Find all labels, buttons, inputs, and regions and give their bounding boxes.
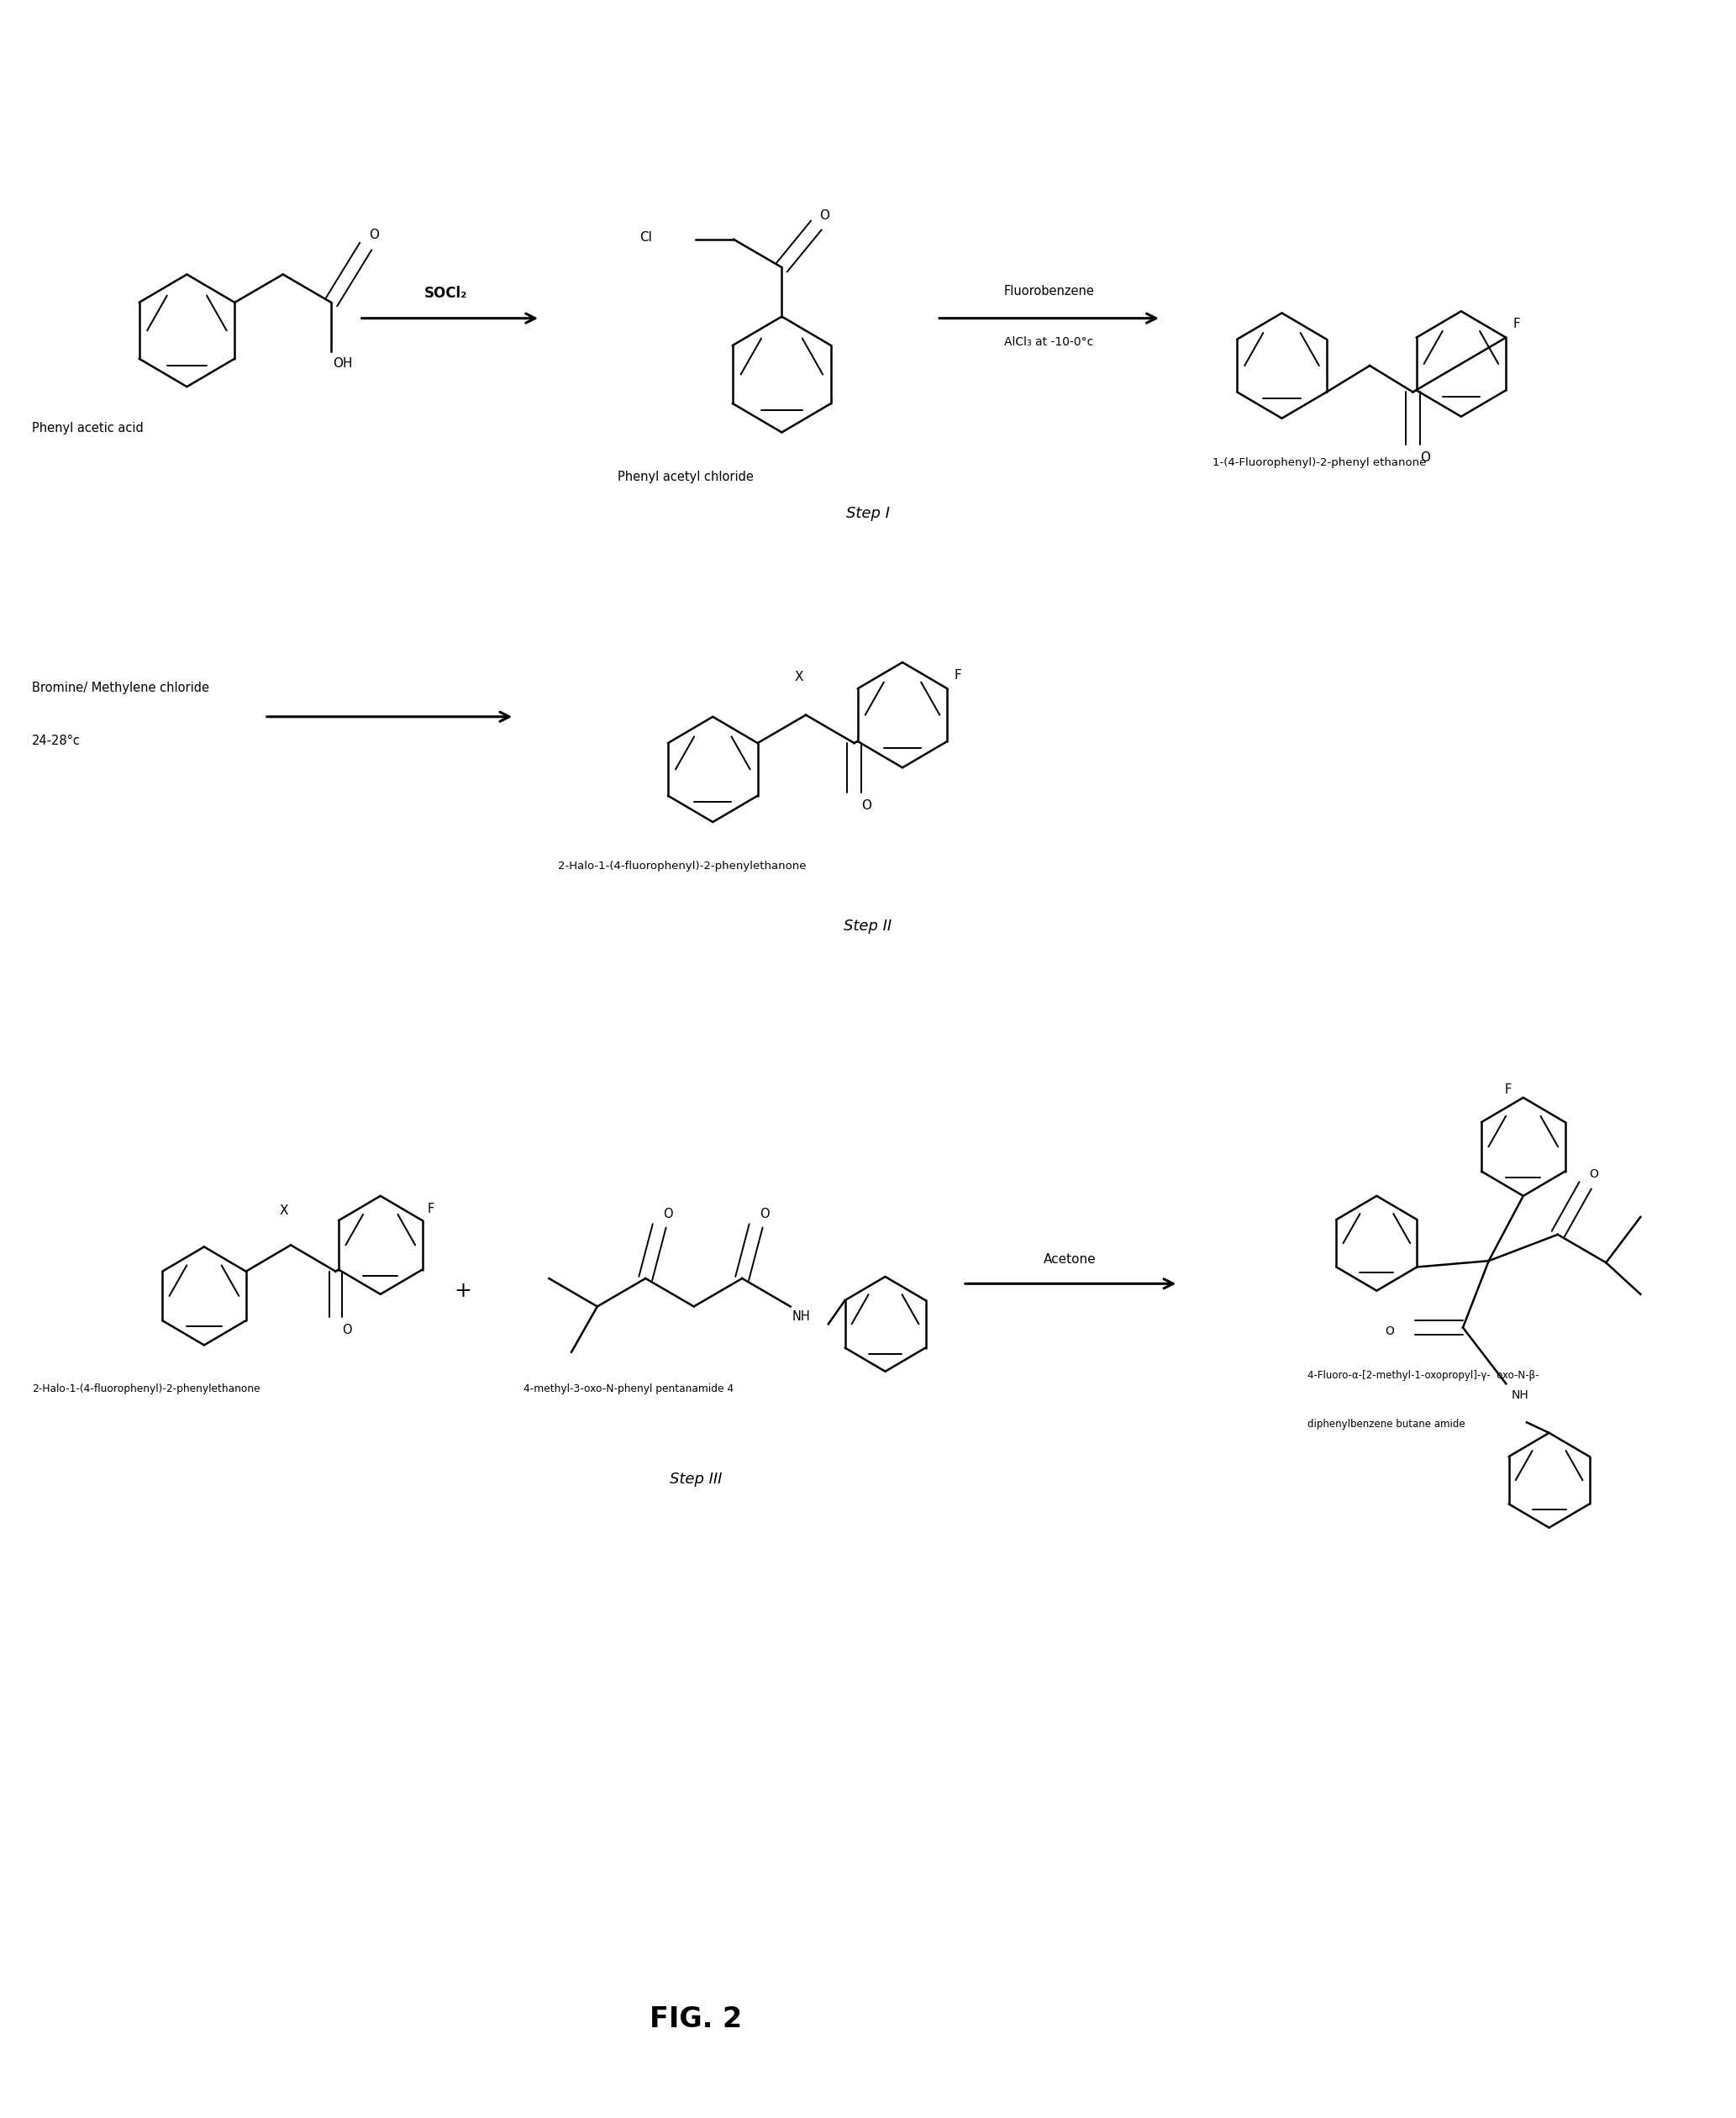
Text: OH: OH [333,358,352,369]
Text: O: O [342,1324,352,1336]
Text: O: O [1420,451,1430,464]
Text: Step III: Step III [670,1472,722,1487]
Text: O: O [663,1207,672,1220]
Text: O: O [861,798,871,811]
Text: O: O [1588,1169,1597,1180]
Text: Phenyl acetic acid: Phenyl acetic acid [31,421,144,434]
Text: diphenylbenzene butane amide: diphenylbenzene butane amide [1307,1419,1465,1430]
Text: Acetone: Acetone [1043,1254,1095,1267]
Text: NH: NH [792,1311,811,1322]
Text: SOCl₂: SOCl₂ [424,286,467,301]
Text: AlCl₃ at -10-0°c: AlCl₃ at -10-0°c [1005,337,1094,347]
Text: O: O [1385,1326,1394,1336]
Text: Fluorobenzene: Fluorobenzene [1003,284,1094,297]
Text: Phenyl acetyl chloride: Phenyl acetyl chloride [618,470,753,483]
Text: F: F [1505,1082,1512,1095]
Text: Step II: Step II [844,919,892,934]
Text: X: X [795,671,804,684]
Text: 2-Halo-1-(4-fluorophenyl)-2-phenylethanone: 2-Halo-1-(4-fluorophenyl)-2-phenylethano… [31,1383,260,1394]
Text: F: F [1512,318,1521,330]
Text: 24-28°c: 24-28°c [31,735,80,748]
Text: O: O [759,1207,769,1220]
Text: 2-Halo-1-(4-fluorophenyl)-2-phenylethanone: 2-Halo-1-(4-fluorophenyl)-2-phenylethano… [557,860,806,873]
Text: O: O [370,229,378,241]
Text: 1-(4-Fluorophenyl)-2-phenyl ethanone: 1-(4-Fluorophenyl)-2-phenyl ethanone [1213,457,1427,468]
Text: +: + [455,1281,472,1300]
Text: F: F [955,669,962,682]
Text: F: F [427,1203,434,1216]
Text: NH: NH [1510,1389,1529,1400]
Text: Cl: Cl [641,231,653,244]
Text: Bromine/ Methylene chloride: Bromine/ Methylene chloride [31,682,208,695]
Text: FIG. 2: FIG. 2 [649,2006,741,2033]
Text: 4-Fluoro-α-[2-methyl-1-oxopropyl]-γ-  oxo-N-β-: 4-Fluoro-α-[2-methyl-1-oxopropyl]-γ- oxo… [1307,1370,1540,1381]
Text: 4-methyl-3-oxo-N-phenyl pentanamide 4: 4-methyl-3-oxo-N-phenyl pentanamide 4 [523,1383,733,1394]
Text: Step I: Step I [845,506,891,521]
Text: O: O [819,210,830,222]
Text: X: X [279,1205,288,1218]
